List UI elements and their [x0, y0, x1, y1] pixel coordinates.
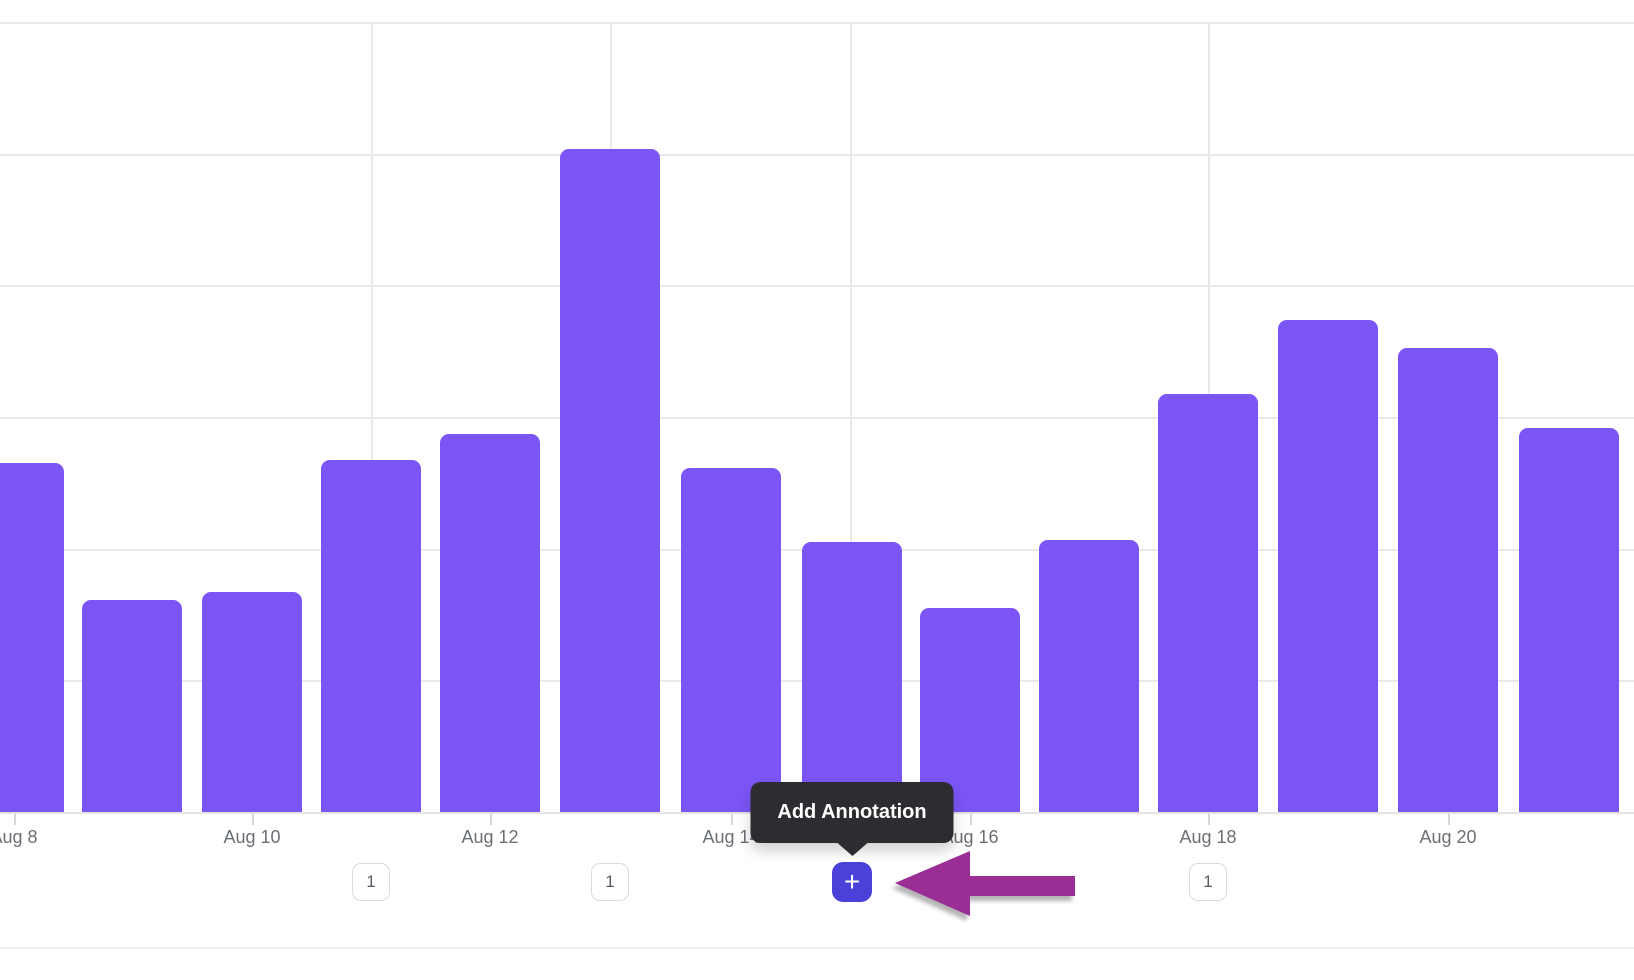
add-annotation-button[interactable]: + — [832, 862, 872, 902]
x-tick — [1208, 814, 1210, 825]
annotation-count-badge[interactable]: 1 — [352, 863, 390, 901]
bar-aug-12[interactable] — [440, 434, 540, 812]
add-annotation-tooltip-label: Add Annotation — [777, 801, 927, 823]
bar-aug-11[interactable] — [321, 460, 421, 812]
bar-aug-15[interactable] — [802, 542, 902, 812]
bottom-separator — [0, 947, 1634, 949]
x-tick — [970, 814, 972, 825]
bar-aug-14[interactable] — [681, 468, 781, 812]
bar-aug-8[interactable] — [0, 463, 64, 812]
bar-aug-18[interactable] — [1158, 394, 1258, 812]
plus-icon: + — [843, 866, 861, 897]
x-tick — [731, 814, 733, 825]
bar-aug-9[interactable] — [82, 600, 182, 812]
x-axis-label: Aug 18 — [1179, 827, 1237, 847]
x-axis-label: Aug 20 — [1419, 827, 1477, 847]
annotation-count-badge[interactable]: 1 — [1189, 863, 1227, 901]
v-gridline — [850, 22, 852, 812]
h-gridline — [0, 417, 1634, 419]
h-gridline — [0, 154, 1634, 156]
bar-aug-19[interactable] — [1278, 320, 1378, 812]
x-tick — [14, 814, 16, 825]
h-gridline — [0, 22, 1634, 24]
x-axis-label: Aug 12 — [461, 827, 519, 847]
v-gridline — [371, 22, 373, 812]
x-axis-label: Aug 8 — [0, 827, 38, 847]
annotation-count-badge[interactable]: 1 — [591, 863, 629, 901]
add-annotation-tooltip: Add Annotation — [750, 782, 954, 843]
x-axis-label: Aug 10 — [223, 827, 281, 847]
bar-aug-20[interactable] — [1398, 348, 1498, 812]
bar-aug-16[interactable] — [920, 608, 1020, 812]
x-tick — [252, 814, 254, 825]
x-tick — [490, 814, 492, 825]
bar-aug-21[interactable] — [1519, 428, 1619, 812]
h-gridline — [0, 285, 1634, 287]
x-tick — [1448, 814, 1450, 825]
bar-aug-17[interactable] — [1039, 540, 1139, 812]
x-axis-label: Aug 16 — [941, 827, 999, 847]
x-axis-label: Aug 14 — [702, 827, 760, 847]
bar-aug-10[interactable] — [202, 592, 302, 812]
bar-aug-13[interactable] — [560, 149, 660, 812]
left-arrow-icon — [895, 851, 1075, 916]
